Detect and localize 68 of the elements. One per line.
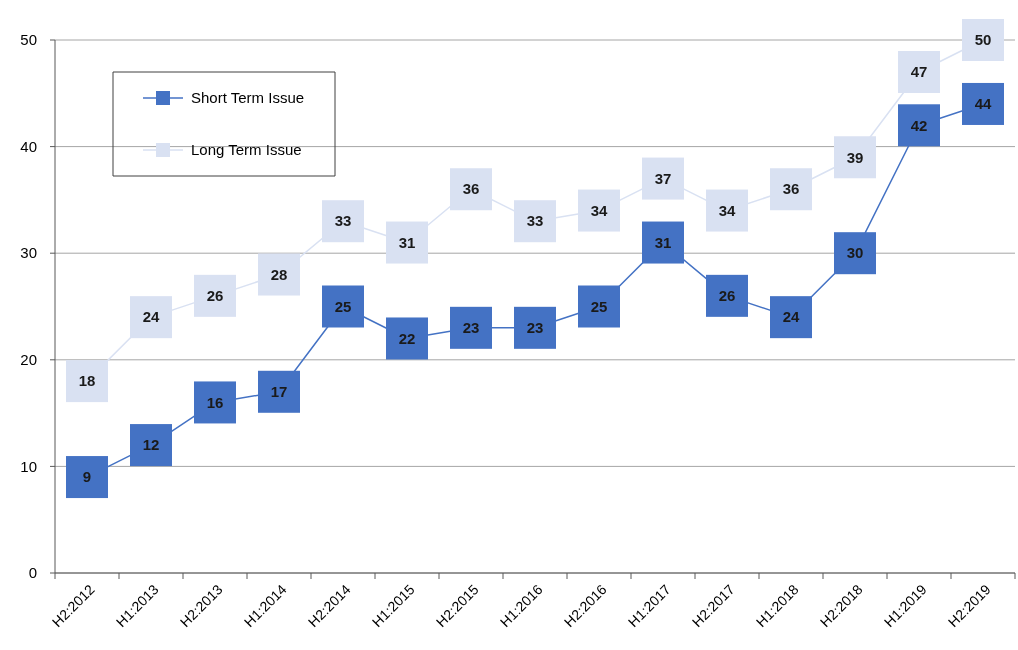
y-tick-label: 0 <box>28 564 37 582</box>
data-label: 36 <box>782 180 800 198</box>
point <box>322 200 364 243</box>
point <box>386 221 428 264</box>
y-tick-label: 40 <box>20 137 37 155</box>
data-label: 12 <box>142 436 160 454</box>
data-label: 16 <box>206 393 224 411</box>
data-label: 47 <box>910 63 928 81</box>
data-label: 30 <box>846 244 864 262</box>
data-label: 34 <box>718 201 736 219</box>
point <box>706 274 748 317</box>
data-label: 28 <box>270 265 288 283</box>
point <box>258 370 300 413</box>
point <box>130 296 172 339</box>
data-label: 23 <box>462 319 480 337</box>
point <box>322 285 364 328</box>
point <box>130 424 172 467</box>
data-label: 22 <box>398 329 416 347</box>
data-label: 25 <box>590 297 608 315</box>
point <box>642 221 684 264</box>
point <box>66 360 108 403</box>
data-label: 9 <box>82 468 92 486</box>
data-label: 17 <box>270 383 288 401</box>
point <box>962 82 1004 125</box>
point <box>898 50 940 93</box>
y-tick-label: 10 <box>20 457 37 475</box>
point <box>770 168 812 211</box>
point <box>578 189 620 232</box>
point <box>450 306 492 349</box>
point <box>706 189 748 232</box>
y-tick-label: 20 <box>20 351 37 369</box>
point <box>194 274 236 317</box>
data-label: 24 <box>782 308 800 326</box>
data-label: 39 <box>846 148 864 166</box>
data-label: 26 <box>718 287 736 305</box>
point <box>834 136 876 179</box>
data-label: 37 <box>654 169 672 187</box>
point <box>514 306 556 349</box>
data-label: 50 <box>974 31 992 49</box>
point <box>770 296 812 339</box>
data-label: 33 <box>526 212 544 230</box>
point <box>578 285 620 328</box>
point <box>514 200 556 243</box>
point <box>386 317 428 360</box>
data-label: 36 <box>462 180 480 198</box>
data-label: 31 <box>398 233 416 251</box>
point <box>898 104 940 147</box>
data-label: 25 <box>334 297 352 315</box>
point <box>258 253 300 296</box>
point <box>450 168 492 211</box>
data-label: 23 <box>526 319 544 337</box>
legend-label: Short Term Issue <box>191 89 305 107</box>
data-label: 34 <box>590 201 608 219</box>
data-label: 31 <box>654 233 672 251</box>
y-tick-label: 50 <box>20 31 37 49</box>
data-label: 42 <box>910 116 928 134</box>
data-label: 33 <box>334 212 352 230</box>
data-label: 44 <box>974 95 992 113</box>
point <box>962 19 1004 61</box>
data-label: 24 <box>142 308 160 326</box>
legend-label: Long Term Issue <box>191 141 302 159</box>
point <box>194 381 236 424</box>
point <box>642 157 684 200</box>
point <box>66 456 108 499</box>
data-label: 26 <box>206 287 224 305</box>
point <box>834 232 876 275</box>
data-label: 18 <box>78 372 96 390</box>
y-tick-label: 30 <box>20 244 37 262</box>
